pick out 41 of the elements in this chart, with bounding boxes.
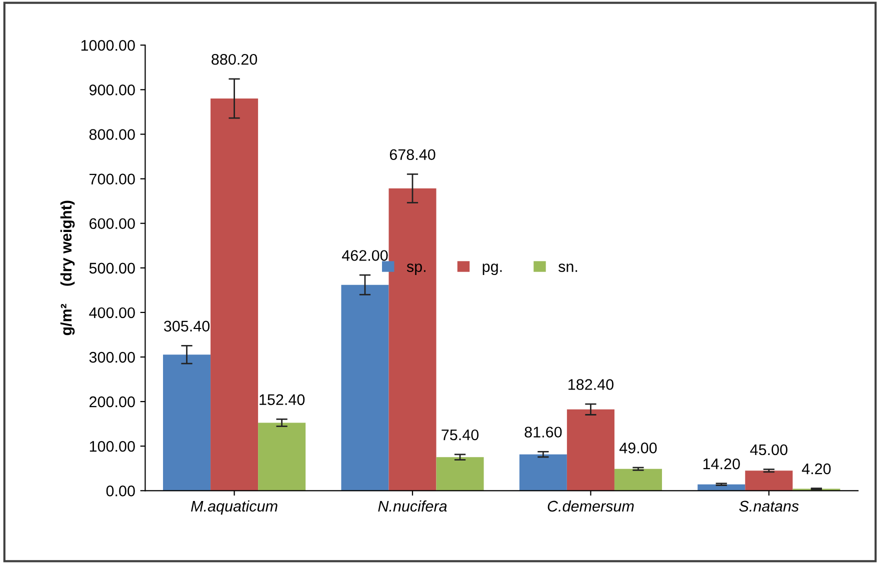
text: 678.40 [390, 149, 436, 160]
bar [210, 98, 258, 491]
y-tick-label: 700.00 [90, 174, 135, 184]
bar [614, 468, 662, 491]
bar [519, 454, 567, 491]
bar [436, 457, 484, 491]
text: 4.20 [802, 463, 831, 474]
bar [745, 470, 793, 491]
y-tick-label: 1000.00 [81, 40, 135, 51]
y-tick-label: 300.00 [89, 352, 135, 363]
text: 81.60 [524, 426, 562, 438]
bar [566, 409, 614, 491]
y-tick-label: 100.00 [90, 440, 135, 452]
text: 152.40 [260, 394, 305, 406]
text: 305.40 [164, 320, 210, 332]
x-tick-label: S.natans [739, 500, 799, 512]
x-tick-label: N.nucifera [378, 500, 447, 512]
y-tick-label: 600.00 [90, 218, 135, 230]
legend-label: sp. [406, 264, 426, 276]
bar [341, 284, 389, 491]
y-tick-label: 500.00 [89, 262, 135, 274]
text: 75.40 [442, 429, 479, 440]
y-axis-title: g/m² (dry weight) [60, 200, 75, 336]
x-tick-label: M.aquaticum [191, 500, 278, 515]
x-tick-label: C.demersum [548, 500, 634, 512]
text: 14.20 [703, 458, 740, 470]
text: 462.00 [342, 250, 388, 261]
text: 182.40 [568, 379, 614, 390]
legend-label: pg. [482, 264, 502, 276]
y-tick-label: 200.00 [90, 396, 135, 408]
y-tick-label: 0.00 [106, 486, 135, 496]
bar [388, 188, 436, 491]
y-tick-label: 800.00 [89, 129, 135, 140]
text: 49.00 [619, 442, 657, 454]
legend-label: sn. [558, 264, 578, 272]
text: 880.20 [212, 54, 258, 65]
y-tick-label: 900.00 [89, 84, 135, 96]
text: 45.00 [750, 444, 788, 456]
y-tick-label: 400.00 [89, 307, 135, 318]
bar [163, 354, 211, 491]
bar [258, 422, 306, 491]
